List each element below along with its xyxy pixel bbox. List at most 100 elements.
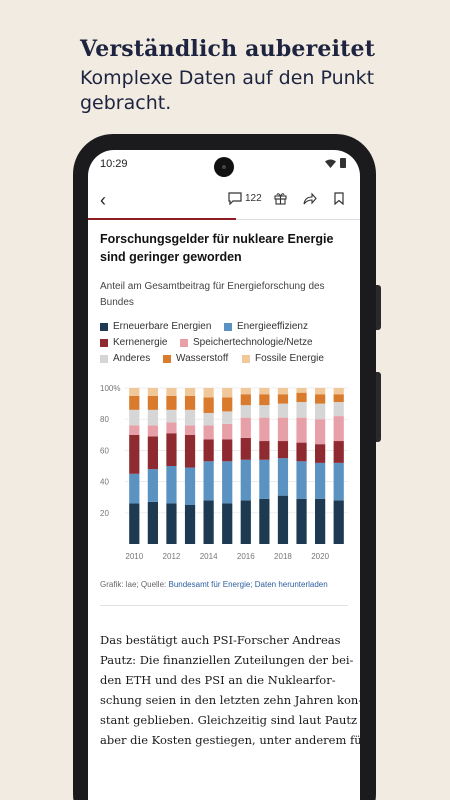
bar-segment <box>240 388 251 395</box>
bar-segment <box>184 467 196 505</box>
status-time: 10:29 <box>100 158 128 170</box>
bar-segment <box>296 388 307 393</box>
bar-segment <box>166 466 177 504</box>
y-tick-label: 60 <box>100 446 109 455</box>
chart-source: Grafik: lae; Quelle: Bundesamt für Energ… <box>100 580 328 589</box>
bar-segment <box>129 425 140 435</box>
x-tick-label: 2016 <box>237 552 255 561</box>
promo-subtitle: Komplexe Daten auf den Punkt gebracht. <box>80 67 375 114</box>
bar-segment <box>315 498 326 544</box>
bar-segment <box>222 397 233 412</box>
stacked-bar-chart: 20 40 60 80 100% 2010 2012 2014 2016 2018 2020 <box>88 376 360 566</box>
bar-segment <box>296 392 307 403</box>
article-header: Forschungsgelder für nukleare Energie si… <box>100 230 350 311</box>
body-line: Pautz: Die finanziellen Zuteilungen der … <box>100 653 354 667</box>
article-toolbar: ‹ 122 <box>88 186 360 216</box>
comment-count: 122 <box>245 193 262 204</box>
bar-segment <box>184 395 196 410</box>
bar-segment <box>240 394 251 406</box>
legend-label: Anderes <box>113 353 151 364</box>
bar-segment <box>166 395 177 410</box>
y-tick-label: 100% <box>100 384 120 393</box>
bar-segment <box>277 417 289 442</box>
legend-swatch <box>242 354 250 363</box>
bar-segment <box>222 461 233 504</box>
bar-segment <box>296 498 307 544</box>
bar-segment <box>277 495 289 544</box>
body-line: aber die Kosten gestiegen, unter anderem… <box>100 733 360 747</box>
bar-segment <box>277 403 289 418</box>
volume-button <box>376 372 381 442</box>
x-tick-label: 2018 <box>274 552 292 561</box>
chart-svg: 20 40 60 80 100% 2010 2012 2014 2016 2018 2020 <box>100 384 348 561</box>
body-line: schung seien in den letzten zehn Jahren … <box>100 693 360 707</box>
legend-item: Kernenergie <box>100 337 167 348</box>
bar-segment <box>315 419 326 445</box>
comments-button[interactable]: 122 <box>228 192 262 205</box>
bar-segment <box>240 459 251 501</box>
gift-button[interactable] <box>274 192 287 205</box>
bar-segment <box>203 500 214 544</box>
legend-label: Energieeffizienz <box>237 321 308 332</box>
bar-segment <box>333 416 344 442</box>
bar-segment <box>315 388 326 395</box>
bookmark-button[interactable] <box>334 192 344 205</box>
bar-segment <box>277 441 289 459</box>
bar-segment <box>333 441 344 463</box>
gift-icon <box>274 193 287 205</box>
bar-segment <box>184 505 196 544</box>
bar-segment <box>315 444 326 463</box>
bar-segment <box>333 500 344 544</box>
bar-segment <box>166 503 177 544</box>
bar-segment <box>296 417 307 443</box>
source-link[interactable]: Bundesamt für Energie; Daten herunterlad… <box>168 580 328 589</box>
camera-cutout <box>214 157 234 177</box>
y-tick-label: 20 <box>100 509 109 518</box>
bar-segment <box>333 388 344 395</box>
share-icon <box>303 192 317 205</box>
bar-segment <box>147 425 158 437</box>
bar-segment <box>259 405 270 418</box>
bar-segment <box>184 388 196 396</box>
share-button[interactable] <box>303 192 317 205</box>
bar-segment <box>147 501 158 544</box>
back-arrow-icon[interactable]: ‹ <box>100 190 106 210</box>
bar-segment <box>315 462 326 499</box>
bar-segment <box>129 409 140 426</box>
body-line: Das bestätigt auch PSI-Forscher Andreas <box>100 633 341 647</box>
bar-segment <box>333 462 344 501</box>
source-prefix: Grafik: lae; Quelle: <box>100 580 169 589</box>
bar-segment <box>240 500 251 544</box>
legend-swatch <box>180 338 188 347</box>
bar-segment <box>259 394 270 406</box>
bar-segment <box>203 461 214 501</box>
bar-segment <box>147 409 158 426</box>
y-tick-label: 80 <box>100 415 109 424</box>
bar-segment <box>277 388 289 395</box>
bar-segment <box>147 436 158 470</box>
bar-segment <box>240 417 251 438</box>
legend-item: Wasserstoff <box>163 353 228 364</box>
bar-segment <box>259 459 270 499</box>
bar-segment <box>129 473 140 504</box>
bar-segment <box>240 405 251 418</box>
bar-segment <box>259 388 270 395</box>
bar-segment <box>129 395 140 410</box>
x-tick-label: 2012 <box>163 552 181 561</box>
legend-item: Erneuerbare Energien <box>100 321 211 332</box>
bar-segment <box>129 503 140 544</box>
bar-segment <box>296 442 307 462</box>
bar-segment <box>315 394 326 404</box>
bar-segment <box>166 422 177 434</box>
bar-segment <box>333 394 344 403</box>
bar-segment <box>184 434 196 468</box>
bar-segment <box>203 388 214 398</box>
bar-segment <box>203 397 214 413</box>
x-tick-label: 2014 <box>200 552 218 561</box>
wifi-icon <box>325 159 336 168</box>
chart-subtitle: Anteil am Gesamtbeitrag für Energieforsc… <box>100 281 325 308</box>
bar-segment <box>203 439 214 462</box>
body-line: den ETH und des PSI an die Nuklearfor- <box>100 673 336 687</box>
bar-segment <box>222 423 233 440</box>
status-bar: 10:29 <box>88 150 360 178</box>
